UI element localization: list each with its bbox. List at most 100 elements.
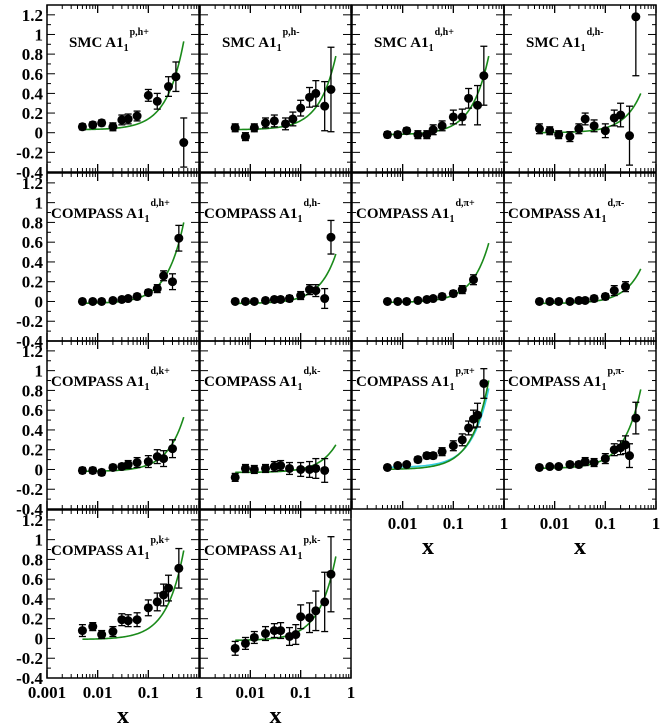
panel-title-subscript: 1 xyxy=(144,382,149,393)
panel-title-subscript: 1 xyxy=(297,214,302,225)
data-point xyxy=(152,284,162,294)
y-tick-label: 1 xyxy=(35,194,44,213)
data-point xyxy=(143,288,153,298)
data-point xyxy=(565,132,575,142)
data-point xyxy=(240,463,250,473)
data-point xyxy=(296,103,306,113)
y-tick-label: -0.2 xyxy=(16,649,43,668)
panel-title-superscript: d,k- xyxy=(303,366,320,377)
data-point xyxy=(296,291,306,301)
panel-title: SMC A1 xyxy=(374,35,429,51)
data-point xyxy=(285,294,295,304)
data-point xyxy=(448,441,458,451)
panel-frame xyxy=(199,509,352,679)
y-tick-label: 0.8 xyxy=(22,45,43,64)
data-point xyxy=(88,296,98,306)
data-point xyxy=(179,138,189,148)
data-point xyxy=(428,451,438,461)
panel-title-subscript: 1 xyxy=(144,214,149,225)
data-point xyxy=(457,112,467,122)
y-tick-label: -0.2 xyxy=(16,312,43,331)
data-point xyxy=(457,435,467,445)
x-axis-title: x xyxy=(117,703,129,728)
data-point xyxy=(600,126,610,136)
data-point xyxy=(413,130,423,140)
panel-9: COMPASS A1 1d,k+1.210.80.60.40.20-0.2-0.4 xyxy=(16,340,200,519)
y-tick-label: 0.8 xyxy=(22,381,43,400)
data-point xyxy=(249,296,259,306)
panel-frame xyxy=(199,172,352,342)
data-point xyxy=(589,121,599,131)
data-point xyxy=(123,294,133,304)
x-axis-title: x xyxy=(270,703,282,728)
data-point xyxy=(554,462,564,472)
panel-frame xyxy=(46,509,200,679)
y-tick-label: 0.6 xyxy=(22,401,43,420)
data-point xyxy=(534,462,544,472)
panel-12: COMPASS A1 1p,π- xyxy=(503,340,657,510)
y-tick-label: 0.4 xyxy=(22,84,44,103)
y-tick-label: -0.4 xyxy=(16,332,43,351)
panel-2: SMC A1 1p,h- xyxy=(199,4,352,173)
panel-8: COMPASS A1 1d,π- xyxy=(503,172,657,342)
data-point xyxy=(428,125,438,135)
panel-title-superscript: p,h+ xyxy=(130,27,150,38)
y-tick-label: -0.2 xyxy=(16,143,43,162)
data-point xyxy=(534,124,544,134)
data-point xyxy=(479,71,489,81)
panel-frame xyxy=(503,340,657,510)
panel-title-superscript: p,π- xyxy=(607,366,624,377)
data-point xyxy=(230,643,240,653)
y-tick-label: 1.2 xyxy=(22,174,43,193)
panel-10: COMPASS A1 1d,k- xyxy=(199,340,352,510)
data-point xyxy=(468,275,478,285)
theory-curve xyxy=(82,41,185,131)
data-point xyxy=(565,296,575,306)
y-tick-label: 0 xyxy=(35,124,44,143)
data-point xyxy=(402,296,412,306)
data-point xyxy=(240,296,250,306)
data-point xyxy=(600,454,610,464)
data-point xyxy=(276,626,286,636)
data-point xyxy=(240,132,250,142)
data-point xyxy=(311,606,321,616)
y-tick-label: 0.2 xyxy=(22,441,43,460)
y-tick-label: -0.4 xyxy=(16,500,43,519)
data-point xyxy=(132,111,142,121)
y-tick-label: 1.2 xyxy=(22,342,43,361)
data-point xyxy=(473,100,483,110)
data-point xyxy=(320,101,330,111)
panel-title-superscript: p,π+ xyxy=(455,366,475,377)
y-tick-label: 0.8 xyxy=(22,213,43,232)
x-tick-label: 0.01 xyxy=(235,683,265,702)
data-point xyxy=(230,472,240,482)
data-point xyxy=(108,295,118,305)
data-point xyxy=(143,90,153,100)
data-point xyxy=(589,294,599,304)
data-point xyxy=(249,464,259,474)
data-point xyxy=(479,378,489,388)
data-point xyxy=(311,88,321,98)
x-tick-label: 0.01 xyxy=(540,514,570,533)
data-point xyxy=(159,271,169,281)
panel-title-subscript: 1 xyxy=(297,551,302,562)
data-point xyxy=(580,295,590,305)
data-point xyxy=(285,463,295,473)
theory-curve xyxy=(235,253,337,305)
panel-title: SMC A1 xyxy=(526,35,581,51)
y-tick-label: 0 xyxy=(35,629,44,648)
x-tick-label: 1 xyxy=(347,683,356,702)
y-tick-label: -0.4 xyxy=(16,163,43,182)
data-point xyxy=(276,461,286,471)
data-point xyxy=(311,463,321,473)
data-point xyxy=(143,457,153,467)
panel-title-superscript: d,h- xyxy=(587,27,604,38)
data-point xyxy=(574,295,584,305)
data-point xyxy=(448,112,458,122)
panel-title: COMPASS A1 xyxy=(204,543,297,559)
data-point xyxy=(88,622,98,632)
data-point xyxy=(382,296,392,306)
data-point xyxy=(422,130,432,140)
data-point xyxy=(171,72,181,82)
data-point xyxy=(616,110,626,120)
